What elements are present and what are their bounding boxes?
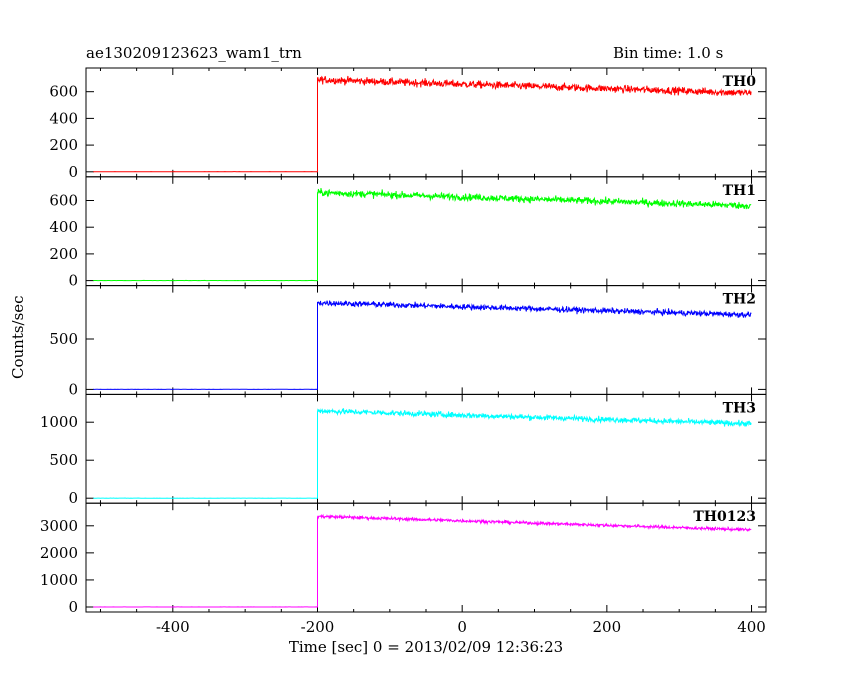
series-label-th2: TH2 [723, 292, 756, 308]
y-tick-label: 500 [49, 451, 78, 469]
series-line-th0 [93, 75, 752, 173]
y-tick-label: 0 [68, 163, 78, 181]
series-line-th3 [93, 407, 752, 499]
series-label-th0123: TH0123 [693, 509, 756, 525]
x-tick-label: 0 [457, 618, 467, 636]
y-tick-label: 0 [68, 272, 78, 290]
y-tick-label: 2000 [40, 544, 78, 562]
y-tick-label: 400 [49, 218, 78, 236]
y-tick-label: 500 [49, 330, 78, 348]
y-tick-label: 3000 [40, 517, 78, 535]
x-tick-label: -400 [156, 618, 190, 636]
series-line-th2 [93, 300, 752, 390]
x-axis-label: Time [sec] 0 = 2013/02/09 12:36:23 [288, 638, 564, 656]
y-tick-label: 0 [68, 380, 78, 398]
x-tick-label: 400 [737, 618, 766, 636]
y-tick-label: 0 [68, 598, 78, 616]
series-label-th0: TH0 [723, 74, 757, 90]
series-line-th1 [93, 188, 752, 282]
panel-frame-th1 [85, 176, 767, 287]
panel-frame-th2 [85, 285, 767, 395]
y-tick-label: 200 [49, 245, 78, 263]
chart-title: ae130209123623_wam1_trn [86, 44, 302, 62]
y-tick-label: 400 [49, 109, 78, 127]
x-tick-label: -200 [301, 618, 335, 636]
x-tick-label: 200 [593, 618, 622, 636]
y-tick-label: 200 [49, 136, 78, 154]
series-line-th0123 [93, 513, 752, 608]
y-tick-label: 600 [49, 191, 78, 209]
y-tick-label: 0 [68, 489, 78, 507]
y-tick-label: 1000 [40, 413, 78, 431]
series-label-th1: TH1 [723, 183, 756, 199]
y-tick-label: 1000 [40, 571, 78, 589]
panel-frame-th3 [85, 393, 767, 504]
bin-time-label: Bin time: 1.0 s [613, 44, 724, 62]
series-label-th3: TH3 [723, 400, 756, 416]
y-tick-label: 600 [49, 83, 78, 101]
